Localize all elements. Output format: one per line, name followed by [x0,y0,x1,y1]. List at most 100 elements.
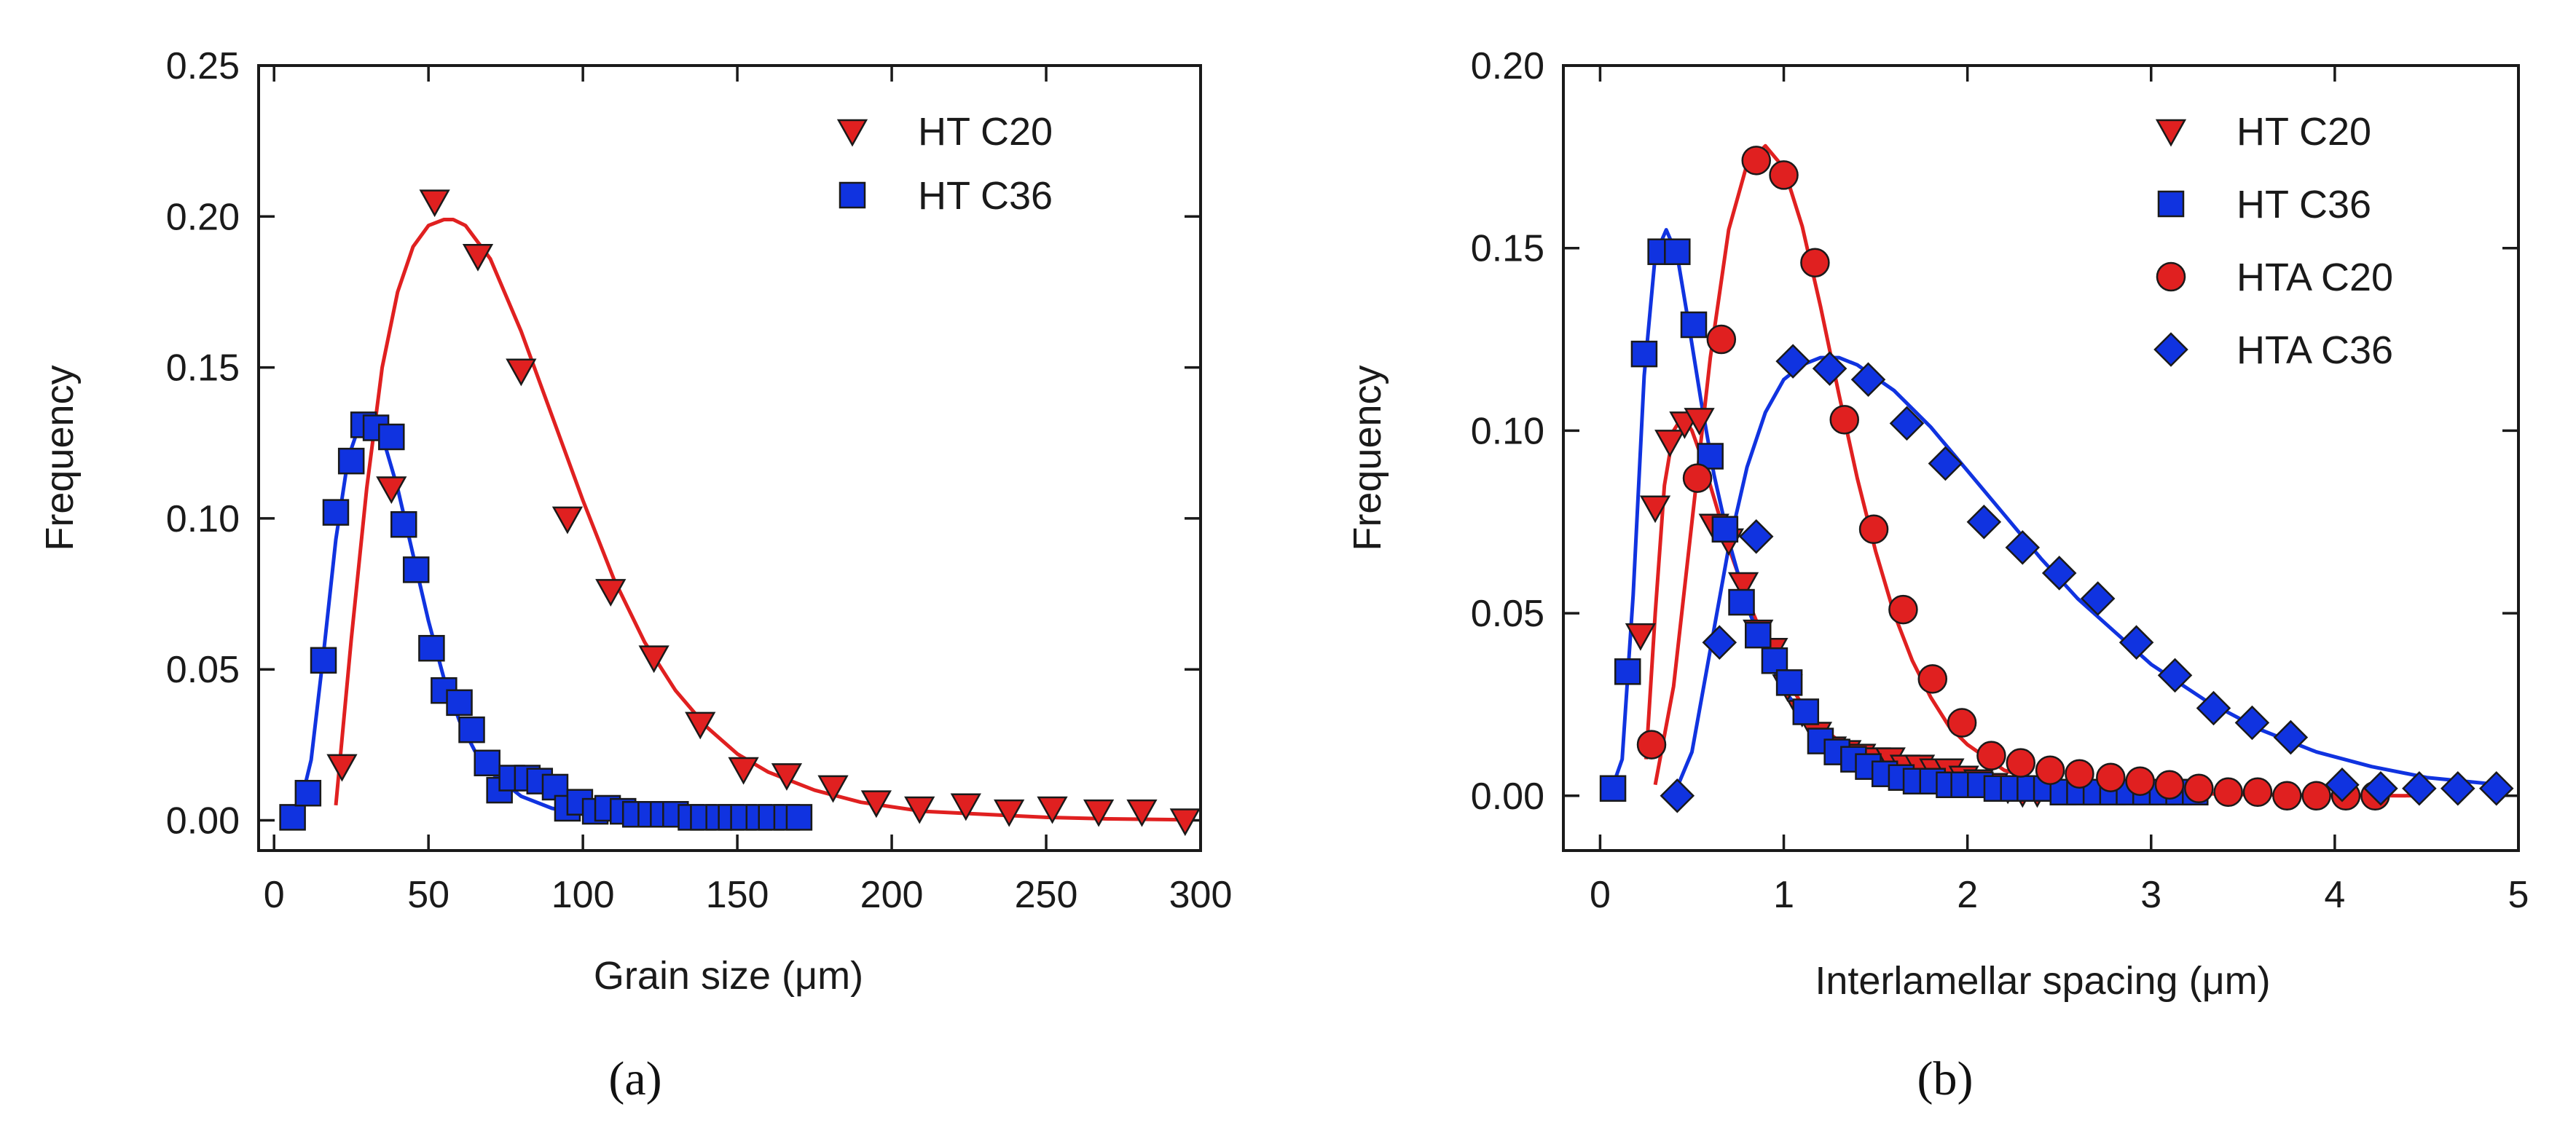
data-point [2440,770,2475,806]
data-point [2363,770,2398,806]
data-point [2478,770,2514,806]
data-point [1888,594,1918,625]
data-point [1812,351,1847,386]
data-point [294,779,322,807]
panel-label: (b) [1917,1052,1974,1105]
data-point [1636,730,1667,760]
legend-marker [839,181,866,209]
data-point [1792,698,1820,725]
y-tick-label: 0.00 [166,800,240,843]
data-point [1775,669,1803,696]
data-point [2272,781,2302,811]
data-point [1599,775,1627,802]
data-point [2154,770,2185,800]
data-point [1702,625,1737,660]
data-point [2184,773,2214,804]
data-point [817,775,849,803]
data-point [1769,160,1799,190]
fit-curve-ht-c36 [282,419,799,822]
data-point [1126,799,1158,827]
y-tick-label: 0.05 [1471,593,1544,635]
data-point [904,796,935,824]
y-tick-label: 0.15 [1471,228,1544,270]
x-tick-label: 4 [2324,874,2345,916]
data-point [2080,581,2116,616]
data-point [446,689,473,717]
data-point [1169,808,1201,837]
data-point [2125,766,2155,796]
legend-label: HTA C20 [2237,256,2393,299]
data-point [1775,344,1810,379]
data-point [2213,777,2243,808]
data-point [1928,446,1963,481]
series-ht-c20 [326,189,1201,837]
data-point [1614,658,1641,685]
data-point [2096,762,2126,792]
data-point [1639,495,1671,524]
data-point [1738,519,1774,554]
y-tick-label: 0.00 [1471,776,1544,818]
data-point [1706,324,1737,355]
data-point [685,711,716,740]
x-tick-label: 0 [264,874,285,916]
fit-curve-ht-c20 [334,218,1185,822]
data-point [1966,504,2002,540]
data-point [950,793,981,821]
data-point [2196,690,2231,726]
data-point [1976,741,2006,770]
data-point [2242,777,2273,808]
data-point [771,763,803,791]
data-point [1741,146,1771,175]
legend: HT C20 HT C36 HTA C20 HTA C36 [2153,110,2393,372]
data-point [1858,514,1889,545]
data-point [2035,755,2065,785]
panel-label: (a) [608,1052,661,1105]
chart-grain-size: 0 50 100 150 200 250 300 0.00 0.05 0.10 0.15 0.20 0.… [38,45,1232,1105]
data-point [378,423,405,451]
data-point [1664,238,1691,265]
y-tick-label: 0.20 [166,196,240,238]
y-tick-label: 0.05 [166,649,240,691]
data-point [1917,664,1948,694]
y-axis-label: Frequency [38,365,82,551]
legend-label: HT C20 [918,110,1053,154]
data-point [1761,647,1788,674]
data-point [1744,621,1772,649]
data-point [462,243,494,272]
data-point [2065,759,2094,789]
data-point [728,757,759,785]
legend-marker [2153,332,2188,367]
data-point [1727,572,1759,600]
data-point [1037,796,1068,824]
data-point [402,556,430,583]
x-tick-label: 150 [706,874,769,916]
x-tick-label: 200 [860,874,924,916]
legend-marker [2156,261,2186,292]
data-point [474,749,500,777]
x-tick-label: 5 [2508,874,2529,916]
data-point [1947,708,1977,738]
data-point [2006,748,2036,778]
data-point [1654,430,1686,457]
data-point [1889,406,1925,441]
x-tick-label: 250 [1015,874,1078,916]
data-point [390,510,417,538]
data-point [1682,463,1713,493]
y-tick-label: 0.10 [166,498,240,540]
y-tick-label: 0.25 [166,45,240,87]
legend-label: HT C36 [2237,183,2371,226]
x-axis-label: Grain size (μm) [594,954,863,998]
data-point [1850,362,1886,397]
x-tick-label: 100 [551,874,615,916]
chart-interlamellar-spacing: 0 1 2 3 4 5 0.00 0.05 0.10 0.15 0.20 Interlamellar … [1346,45,2529,1105]
series-hta-c36 [1660,344,2514,813]
data-point [1660,778,1695,813]
data-point [2234,705,2270,741]
data-point [337,447,365,475]
legend-marker [2157,190,2185,218]
data-point [2041,556,2077,591]
plot-frame [257,64,1202,852]
data-point [506,358,537,387]
data-point [2118,625,2154,660]
